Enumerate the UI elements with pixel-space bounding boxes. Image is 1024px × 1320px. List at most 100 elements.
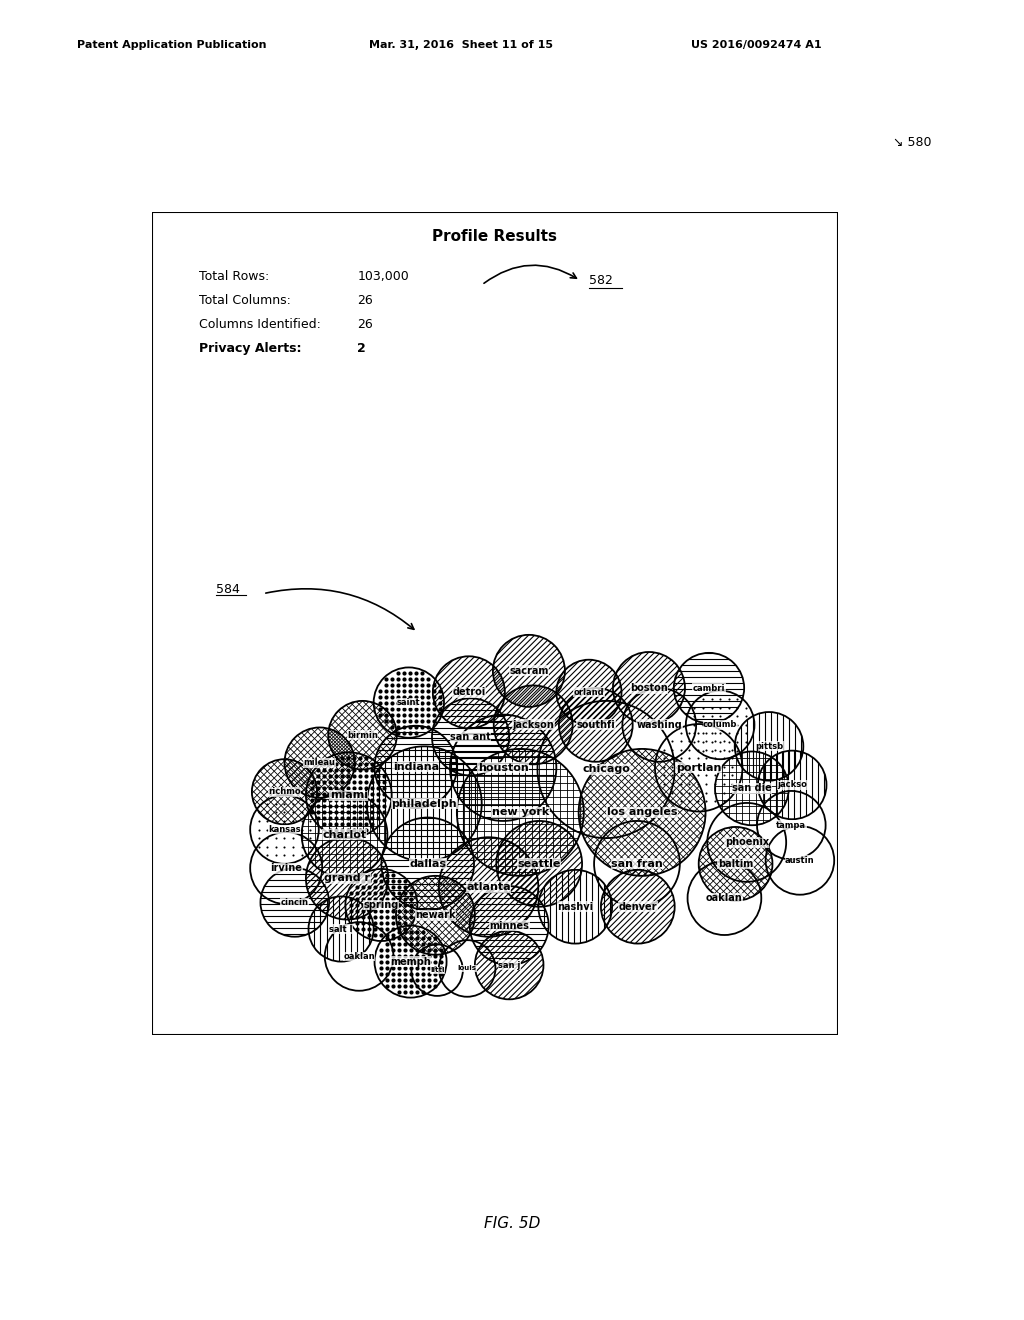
Text: spring: spring [364, 900, 399, 909]
Circle shape [432, 698, 509, 775]
Text: atlanta: atlanta [466, 882, 511, 892]
Circle shape [538, 701, 675, 838]
Circle shape [375, 726, 457, 808]
Text: portlan: portlan [676, 763, 721, 772]
Text: sacram: sacram [509, 665, 549, 676]
Text: san j: san j [498, 961, 520, 969]
Circle shape [325, 923, 393, 991]
Text: philadelph: philadelph [391, 799, 457, 809]
Text: 582: 582 [589, 275, 612, 288]
Text: irvine: irvine [270, 863, 302, 873]
Text: Total Rows:: Total Rows: [199, 269, 269, 282]
Text: Privacy Alerts:: Privacy Alerts: [199, 342, 301, 355]
Circle shape [493, 635, 565, 708]
Text: cincin: cincin [281, 898, 309, 907]
Circle shape [766, 826, 835, 895]
Text: Columns Identified:: Columns Identified: [199, 318, 321, 331]
Text: jackso: jackso [777, 780, 807, 789]
Text: richmo: richmo [268, 787, 301, 796]
Text: oaklan: oaklan [343, 952, 375, 961]
Text: 103,000: 103,000 [357, 269, 410, 282]
Text: austin: austin [785, 855, 815, 865]
Circle shape [601, 870, 675, 944]
Circle shape [475, 931, 544, 999]
Circle shape [439, 837, 539, 937]
Circle shape [285, 727, 354, 797]
Text: san die: san die [732, 783, 772, 793]
Text: minnes: minnes [489, 920, 529, 931]
Circle shape [579, 748, 706, 876]
Text: Mar. 31, 2016  Sheet 11 of 15: Mar. 31, 2016 Sheet 11 of 15 [369, 40, 553, 50]
Text: littl: littl [430, 968, 444, 973]
Circle shape [687, 861, 761, 935]
Text: houston: houston [478, 763, 528, 772]
Text: baltim: baltim [718, 859, 754, 869]
Text: seattle: seattle [517, 859, 561, 869]
Text: jackson: jackson [512, 719, 554, 730]
Text: Total Columns:: Total Columns: [199, 294, 291, 306]
Text: 26: 26 [357, 294, 373, 306]
Text: saint: saint [397, 698, 421, 708]
Text: louis: louis [458, 965, 476, 972]
Circle shape [735, 711, 803, 780]
Text: charlot: charlot [323, 830, 367, 840]
Text: columb: columb [702, 721, 737, 730]
Text: washing: washing [636, 719, 682, 730]
Text: newark: newark [415, 911, 456, 920]
Text: 584: 584 [216, 583, 240, 595]
Text: mileau: mileau [304, 758, 336, 767]
Text: kansas: kansas [268, 825, 301, 834]
Circle shape [308, 896, 374, 961]
Circle shape [655, 725, 742, 812]
Text: 2: 2 [357, 342, 367, 355]
Circle shape [686, 690, 755, 759]
Circle shape [250, 795, 318, 863]
Text: san fran: san fran [611, 859, 663, 869]
Circle shape [698, 826, 772, 900]
Circle shape [381, 817, 474, 909]
FancyBboxPatch shape [152, 213, 838, 1035]
Circle shape [367, 746, 481, 861]
Text: denver: denver [618, 902, 657, 912]
Text: ↘ 580: ↘ 580 [893, 136, 932, 149]
Text: cambri: cambri [693, 684, 725, 693]
Text: Patent Application Publication: Patent Application Publication [77, 40, 266, 50]
Circle shape [345, 869, 418, 941]
Circle shape [470, 886, 549, 965]
Text: dallas: dallas [410, 859, 446, 869]
Circle shape [250, 832, 323, 904]
Text: miami: miami [330, 791, 368, 800]
Circle shape [594, 821, 680, 907]
Text: 26: 26 [357, 318, 373, 331]
Circle shape [396, 876, 475, 954]
Text: oaklan: oaklan [707, 894, 742, 903]
Text: detroi: detroi [453, 688, 485, 697]
Circle shape [559, 688, 633, 762]
Text: FIG. 5D: FIG. 5D [483, 1216, 541, 1232]
Text: Profile Results: Profile Results [432, 228, 557, 244]
Text: orland: orland [573, 688, 604, 697]
Circle shape [623, 688, 696, 762]
Circle shape [329, 701, 397, 770]
Circle shape [302, 792, 387, 878]
Circle shape [708, 803, 786, 882]
Circle shape [375, 925, 446, 998]
Circle shape [439, 940, 496, 997]
Circle shape [433, 656, 505, 729]
Circle shape [374, 668, 444, 738]
Text: birmin: birmin [347, 731, 378, 739]
Text: salt l: salt l [330, 924, 353, 933]
Text: grand r: grand r [324, 874, 370, 883]
Text: memph: memph [390, 957, 431, 966]
Circle shape [260, 869, 329, 937]
Circle shape [450, 714, 556, 821]
Circle shape [494, 685, 572, 764]
Circle shape [758, 751, 826, 820]
Text: boston: boston [630, 682, 668, 693]
Text: tampa: tampa [776, 821, 806, 830]
Circle shape [457, 748, 584, 876]
Text: chicago: chicago [582, 764, 630, 775]
Text: indiana: indiana [392, 762, 438, 772]
Text: new york: new york [492, 808, 549, 817]
Text: southfi: southfi [577, 719, 615, 730]
